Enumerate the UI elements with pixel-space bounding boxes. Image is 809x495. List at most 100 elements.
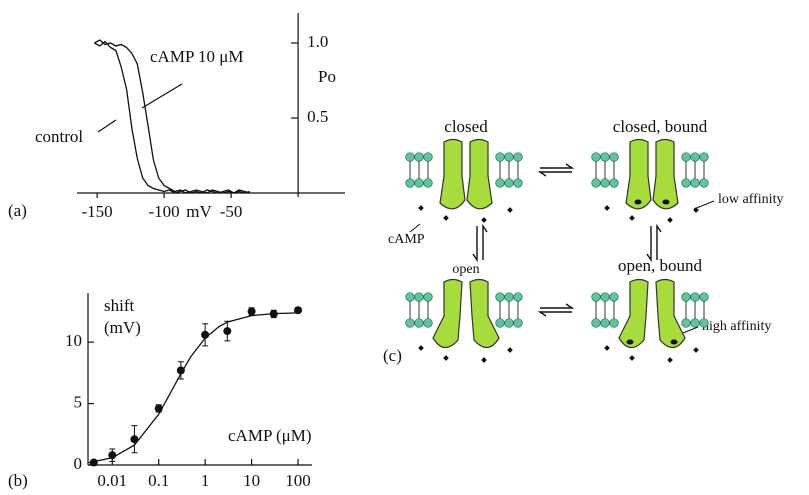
x-axis-label: cAMP (μM) <box>228 426 312 445</box>
x-axis-label: mV <box>186 202 212 221</box>
x-tick-label: -100 <box>149 202 180 221</box>
ligand <box>667 357 673 363</box>
data-point <box>130 435 139 444</box>
data-point <box>108 451 117 460</box>
equilibrium-arrow <box>646 223 662 263</box>
lipid-head <box>414 318 424 328</box>
panel-label: (b) <box>8 471 28 490</box>
y-tick-label: 0.5 <box>307 107 328 126</box>
ligand <box>481 217 487 223</box>
lipid-head <box>513 292 523 302</box>
lipid-head <box>423 292 433 302</box>
lipid-head <box>591 152 601 162</box>
lipid-head <box>600 292 610 302</box>
data-point <box>294 306 303 315</box>
lipid-head <box>609 152 619 162</box>
data-point <box>176 366 185 375</box>
lipid-head <box>609 318 619 328</box>
data-point <box>269 309 278 318</box>
state-label: closed <box>444 117 488 136</box>
bound-ligand <box>634 199 642 205</box>
note: cAMP <box>388 232 425 247</box>
lipid-head <box>423 318 433 328</box>
subunit <box>432 278 463 349</box>
state-label: closed, bound <box>613 117 708 136</box>
panel-label: (a) <box>8 201 27 220</box>
bound-ligand <box>670 339 678 345</box>
lipid-head <box>600 318 610 328</box>
data-point <box>223 327 232 336</box>
subunit <box>655 278 686 349</box>
lipid-head <box>405 318 415 328</box>
lipid-head <box>591 318 601 328</box>
x-tick-label: 0.1 <box>148 471 169 490</box>
lipid-head <box>690 318 700 328</box>
lipid-head <box>504 318 514 328</box>
lipid-head <box>690 178 700 188</box>
ligand <box>481 357 487 363</box>
subunit <box>652 138 679 210</box>
subunit <box>469 278 500 349</box>
subunit <box>466 138 493 210</box>
y-axis-label: shift <box>104 296 135 315</box>
channel <box>405 278 523 363</box>
lipid-head <box>681 318 691 328</box>
lipid-head <box>699 178 709 188</box>
lipid-head <box>681 292 691 302</box>
lipid-head <box>609 178 619 188</box>
pointer <box>409 223 421 233</box>
lipid-head <box>504 178 514 188</box>
ligand <box>629 215 635 221</box>
x-tick-label: 0.01 <box>97 471 127 490</box>
leader-line <box>97 119 117 133</box>
lipid-head <box>414 178 424 188</box>
x-tick-label: -50 <box>220 202 243 221</box>
lipid-head <box>414 292 424 302</box>
annotation: control <box>35 127 83 146</box>
equilibrium-arrow <box>472 223 488 263</box>
ligand <box>418 345 424 351</box>
ligand <box>507 207 513 213</box>
annotation: cAMP 10 μM <box>150 47 244 66</box>
lipid-head <box>600 152 610 162</box>
note: high affinity <box>702 319 771 334</box>
equilibrium-arrow <box>537 303 575 317</box>
lipid-head <box>495 318 505 328</box>
channel <box>591 278 709 363</box>
x-tick-label: 100 <box>285 471 311 490</box>
lipid-head <box>423 178 433 188</box>
y-tick-label: 0 <box>74 454 83 473</box>
data-line <box>94 40 251 194</box>
lipid-head <box>495 178 505 188</box>
lipid-head <box>495 152 505 162</box>
lipid-head <box>513 318 523 328</box>
lipid-head <box>513 178 523 188</box>
lipid-head <box>609 292 619 302</box>
ligand <box>507 347 513 353</box>
ligand <box>418 205 424 211</box>
lipid-head <box>600 178 610 188</box>
data-point <box>89 458 98 467</box>
channel <box>591 138 709 223</box>
y-tick-label: 10 <box>65 331 82 350</box>
ligand <box>693 347 699 353</box>
lipid-head <box>591 292 601 302</box>
ligand <box>629 355 635 361</box>
subunit <box>439 138 466 210</box>
lipid-head <box>504 292 514 302</box>
ligand <box>604 345 610 351</box>
bound-ligand <box>626 339 634 345</box>
leader-line <box>141 83 183 109</box>
lipid-head <box>504 152 514 162</box>
lipid-head <box>690 152 700 162</box>
channel <box>405 138 523 223</box>
lipid-head <box>405 292 415 302</box>
bound-ligand <box>662 199 670 205</box>
panel-label: (c) <box>383 346 402 365</box>
data-point <box>247 307 256 316</box>
lipid-head <box>699 152 709 162</box>
ligand <box>443 215 449 221</box>
lipid-head <box>591 178 601 188</box>
data-point <box>201 330 210 339</box>
